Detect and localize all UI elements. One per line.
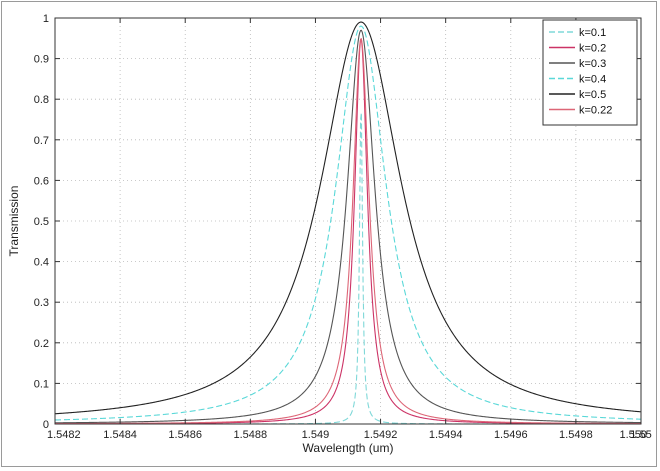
y-tick-label: 1 bbox=[43, 13, 49, 25]
y-tick-label: 0.3 bbox=[34, 297, 49, 309]
x-tick-label: 1.5482 bbox=[47, 429, 81, 441]
series-line-k-0-4 bbox=[54, 25, 642, 421]
legend-label: k=0.5 bbox=[579, 89, 606, 101]
x-tick-label: 1.5486 bbox=[168, 429, 202, 441]
y-tick-label: 0.7 bbox=[34, 135, 49, 147]
y-tick-label: 0.9 bbox=[34, 54, 49, 66]
x-tick-label: 1.5494 bbox=[429, 429, 463, 441]
x-tick-label: 1.5496 bbox=[494, 429, 528, 441]
x-axis-title: Wavelength (um) bbox=[303, 441, 394, 455]
x-axis: 1.5482 1.5484 1.5486 1.5488 1.549 1.5492 1.549… bbox=[47, 18, 652, 441]
legend-label: k=0.1 bbox=[579, 27, 606, 39]
legend-label: k=0.22 bbox=[579, 105, 612, 117]
y-tick-label: 0.6 bbox=[34, 175, 49, 187]
y-tick-label: 0.8 bbox=[34, 94, 49, 106]
x-tick-label: 1.5492 bbox=[364, 429, 398, 441]
y-axis: 0 0.1 0.2 0.3 0.4 0.5 0.6 0.7 0.8 0.9 1 bbox=[34, 13, 641, 431]
x-tick-label: 1.549 bbox=[302, 429, 330, 441]
x-tick-label: 1.550 bbox=[619, 429, 647, 441]
series-layer bbox=[54, 21, 642, 425]
y-tick-label: 0.5 bbox=[34, 216, 49, 228]
legend-box bbox=[542, 19, 638, 126]
y-axis-title: Transmission bbox=[7, 186, 21, 257]
x-tick-label: 1.5498 bbox=[559, 429, 593, 441]
series-line-k-0-3 bbox=[54, 29, 642, 424]
series-line-k-0-5 bbox=[54, 21, 642, 415]
x-tick-label: 1.5488 bbox=[234, 429, 268, 441]
line-chart: 1.5482 1.5484 1.5486 1.5488 1.549 1.5492 1.549… bbox=[7, 13, 652, 455]
series-line-k-0-22 bbox=[55, 38, 641, 425]
y-tick-label: 0.2 bbox=[34, 338, 49, 350]
x-tick-label: 1.55 bbox=[630, 429, 651, 441]
y-tick-label: 0.4 bbox=[34, 257, 49, 269]
legend-label: k=0.2 bbox=[579, 43, 606, 55]
y-tick-label: 0 bbox=[43, 419, 49, 431]
legend-label: k=0.3 bbox=[579, 58, 606, 70]
x-tick-label: 1.5484 bbox=[103, 429, 137, 441]
legend-label: k=0.4 bbox=[579, 74, 606, 86]
y-tick-label: 0.1 bbox=[34, 378, 49, 390]
legend: k=0.1 k=0.2 k=0.3 k=0.4 k=0.5 k=0.22 bbox=[542, 19, 638, 126]
